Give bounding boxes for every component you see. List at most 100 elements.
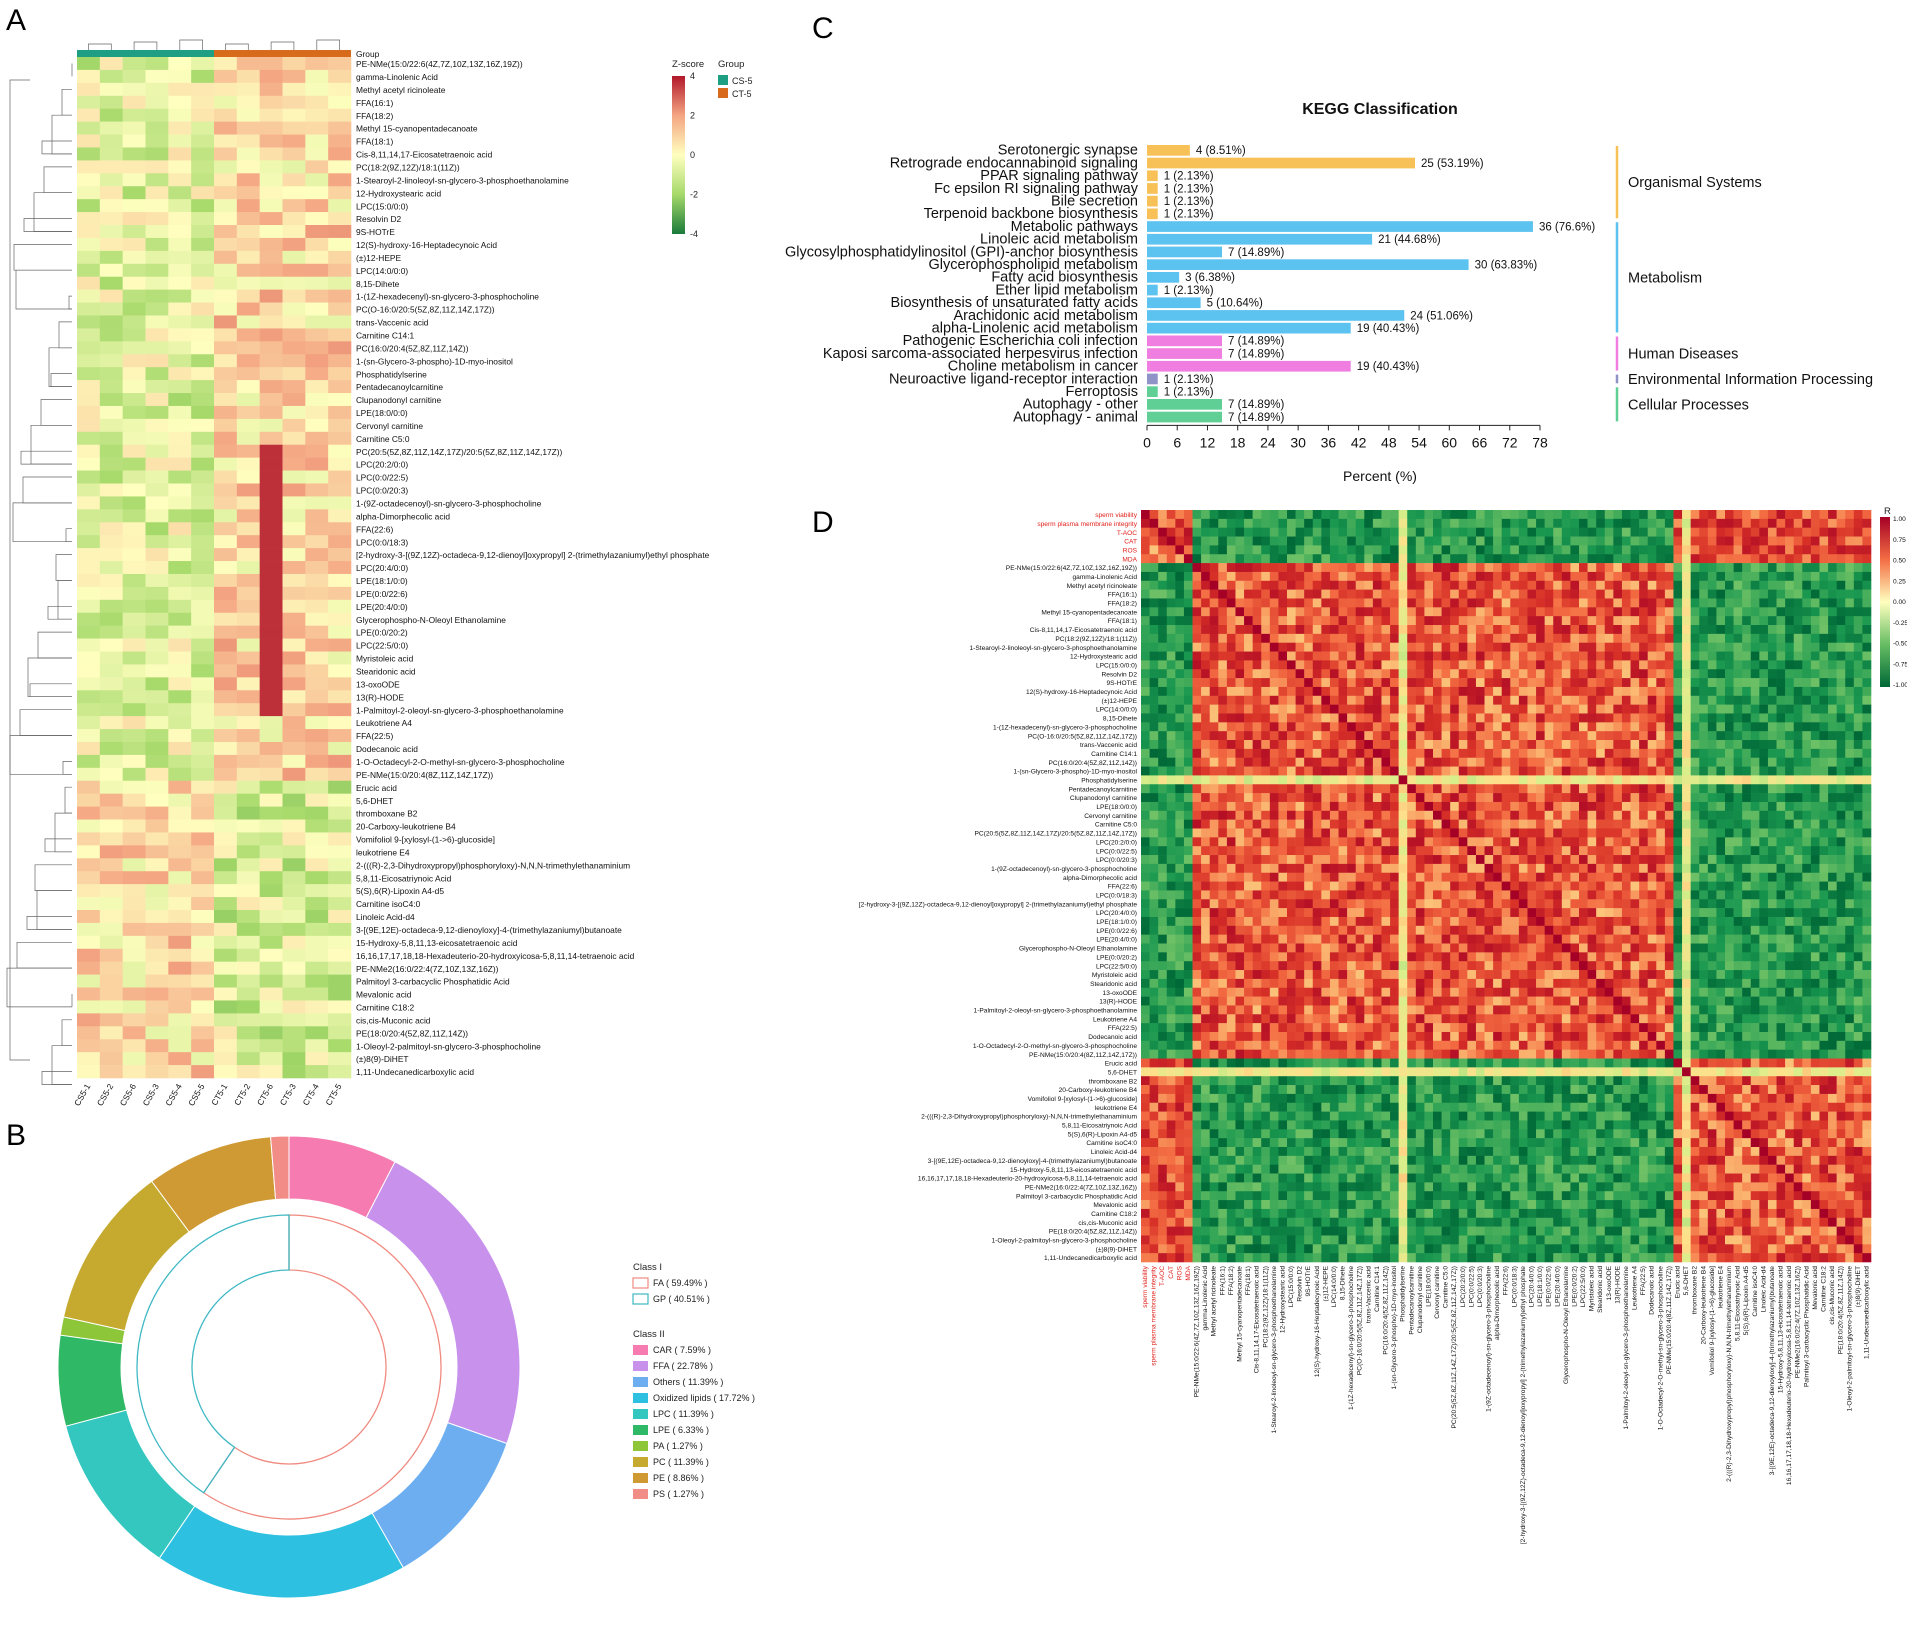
heatmap-a-cell (236, 225, 260, 239)
heatmap-d-cell (1819, 722, 1829, 732)
heatmap-a-cell (77, 987, 101, 1001)
heatmap-d-cell (1544, 678, 1554, 688)
heatmap-d-cell (1656, 740, 1666, 750)
heatmap-d-cell (1201, 855, 1211, 865)
heatmap-d-cell (1312, 775, 1322, 785)
heatmap-d-cell (1484, 695, 1494, 705)
heatmap-a-cell (259, 431, 283, 446)
heatmap-d-cell (1364, 633, 1374, 644)
row-dendrogram-branch (62, 761, 72, 775)
heatmap-d-cell (1347, 722, 1357, 732)
heatmap-d-cell (1458, 855, 1468, 865)
heatmap-d-cell (1415, 775, 1425, 785)
heatmap-a-cell (145, 1052, 169, 1066)
heatmap-a-cell (214, 354, 238, 368)
heatmap-a-cell (99, 82, 123, 97)
heatmap-d-cell (1304, 810, 1314, 820)
heatmap-a-column-label: CS5-6 (118, 1082, 139, 1108)
heatmap-d-cell (1836, 571, 1846, 582)
heatmap-a-cell (305, 767, 329, 782)
heatmap-d-cell (1347, 625, 1357, 635)
heatmap-d-cell (1441, 678, 1451, 688)
heatmap-a-cell (168, 82, 192, 97)
heatmap-d-cell (1390, 589, 1399, 599)
heatmap-a-cell (168, 276, 192, 290)
heatmap-d-cell (1269, 589, 1279, 599)
heatmap-d-cell (1707, 695, 1717, 705)
heatmap-a-cell (99, 832, 123, 846)
heatmap-d-cell (1682, 748, 1691, 759)
heatmap-d-cell (1750, 545, 1760, 555)
heatmap-d-cell (1192, 801, 1202, 812)
heatmap-a-cell (77, 522, 101, 536)
heatmap-d-cell (1836, 563, 1846, 573)
heatmap-d-cell (1785, 616, 1795, 626)
heatmap-d-cell (1656, 686, 1666, 697)
heatmap-d-cell (1183, 589, 1193, 599)
heatmap-d-cell (1690, 775, 1700, 785)
heatmap-a-row-label: Mevalonic acid (356, 990, 412, 1000)
heatmap-d-cell (1716, 740, 1726, 750)
heatmap-d-cell (1621, 784, 1631, 794)
heatmap-a-row-label: PC(20:5(5Z,8Z,11Z,14Z,17Z)/20:5(5Z,8Z,11… (356, 447, 563, 457)
heatmap-d-cell (1836, 589, 1846, 599)
heatmap-d-cell (1338, 633, 1348, 644)
heatmap-d-cell (1596, 686, 1606, 697)
heatmap-a-cell (328, 147, 352, 161)
heatmap-d-cell (1304, 740, 1314, 750)
heatmap-d-cell (1767, 890, 1777, 900)
heatmap-d-cell (1596, 607, 1606, 617)
heatmap-d-cell (1493, 819, 1503, 829)
heatmap-d-cell (1587, 784, 1597, 794)
heatmap-d-cell (1218, 748, 1228, 759)
heatmap-a-cell (99, 690, 123, 704)
heatmap-d-cell (1441, 810, 1451, 820)
heatmap-d-cell (1785, 580, 1795, 590)
heatmap-d-cell (1475, 881, 1485, 891)
heatmap-d-cell (1338, 510, 1348, 520)
heatmap-a-cell (214, 82, 238, 97)
heatmap-d-cell (1836, 757, 1846, 767)
heatmap-d-cell (1312, 846, 1322, 856)
heatmap-d-cell (1415, 748, 1425, 759)
heatmap-d-cell (1510, 598, 1520, 608)
kegg-bar (1147, 411, 1223, 423)
heatmap-d-cell (1441, 651, 1451, 661)
heatmap-d-cell (1544, 713, 1554, 723)
heatmap-d-cell (1510, 633, 1520, 644)
heatmap-d-cell (1338, 651, 1348, 661)
heatmap-a-cell (305, 121, 329, 135)
heatmap-d-cell (1647, 616, 1657, 626)
heatmap-a-cell (259, 793, 283, 807)
heatmap-d-cell (1166, 527, 1176, 537)
heatmap-d-cell (1647, 536, 1657, 546)
heatmap-d-cell (1252, 819, 1262, 829)
heatmap-d-cell (1810, 642, 1820, 652)
zscore-tick: -2 (690, 190, 698, 200)
heatmap-d-cell (1347, 678, 1357, 688)
heatmap-d-cell (1621, 855, 1631, 865)
heatmap-a-cell (168, 522, 192, 536)
heatmap-d-cell (1407, 598, 1417, 608)
heatmap-a-cell (236, 160, 260, 174)
heatmap-d-cell (1235, 571, 1245, 582)
heatmap-d-cell (1810, 695, 1820, 705)
heatmap-d-cell (1158, 819, 1168, 829)
heatmap-d-cell (1175, 695, 1185, 705)
heatmap-d-cell (1261, 863, 1271, 874)
heatmap-d-cell (1596, 589, 1606, 599)
heatmap-d-cell (1467, 837, 1477, 847)
heatmap-d-cell (1338, 740, 1348, 750)
heatmap-d-cell (1252, 589, 1262, 599)
heatmap-d-cell (1647, 625, 1657, 635)
heatmap-d-cell (1304, 793, 1314, 803)
heatmap-a-cell (259, 263, 283, 277)
heatmap-d-cell (1742, 890, 1752, 900)
heatmap-d-cell (1579, 766, 1588, 776)
heatmap-d-cell (1381, 598, 1391, 608)
heatmap-a-cell (99, 909, 123, 924)
heatmap-d-cell (1647, 598, 1657, 608)
heatmap-a-cell (191, 909, 215, 924)
heatmap-d-cell (1175, 837, 1185, 847)
heatmap-d-cell (1278, 589, 1288, 599)
